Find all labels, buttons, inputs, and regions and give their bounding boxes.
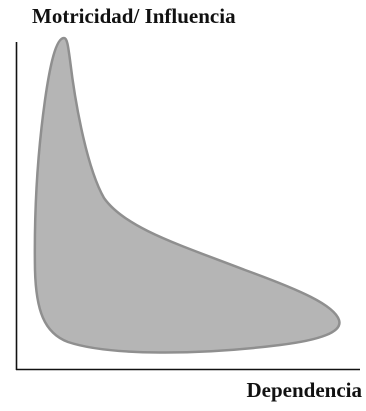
x-axis-label: Dependencia <box>246 378 363 402</box>
distribution-shape <box>33 36 341 354</box>
y-axis-label: Motricidad/ Influencia <box>32 4 236 28</box>
